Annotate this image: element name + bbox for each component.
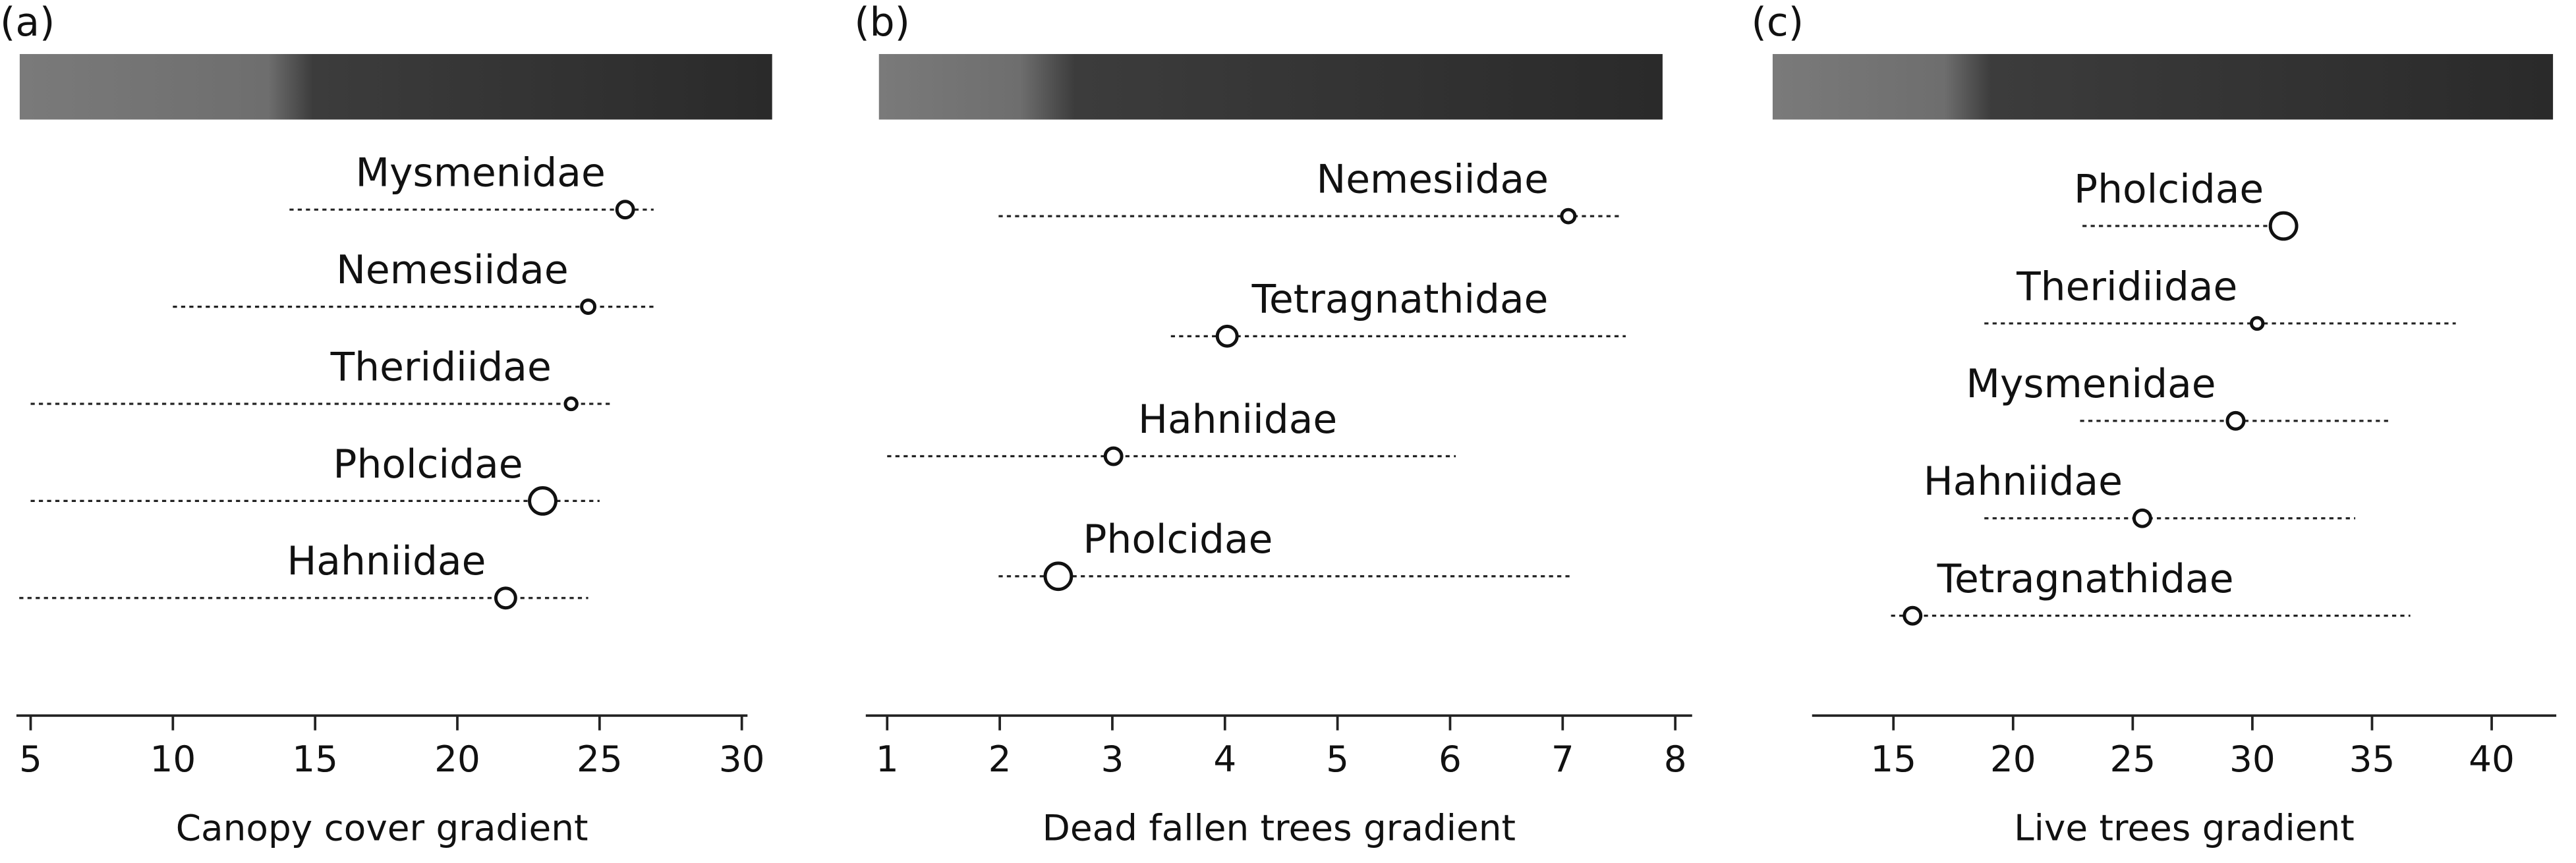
x-tick-label: 20 [1990,738,2036,780]
x-tick-label: 30 [719,738,765,780]
x-tick-label: 10 [150,738,196,780]
indicator-point [615,200,635,220]
indicator-point [1103,446,1124,466]
x-tick-label: 6 [1439,738,1462,780]
x-tick-label: 8 [1664,738,1687,780]
x-axis-label: Dead fallen trees gradient [1043,806,1516,849]
indicator-point [1043,561,1073,592]
x-tick-label: 4 [1213,738,1236,780]
family-label: Hahniidae [1138,397,1337,443]
indicator-point [494,586,517,610]
indicator-point [1903,605,1923,626]
x-tick-label: 20 [434,738,480,780]
gradient-bar [1772,54,2554,120]
indicator-point [563,396,579,412]
family-label: Mysmenidae [356,151,606,196]
x-tick-label: 35 [2349,738,2395,780]
x-tick-label: 15 [1870,738,1916,780]
indicator-point [2249,316,2265,331]
x-tick-label: 7 [1551,738,1574,780]
x-tick-label: 1 [876,738,899,780]
indicator-point [528,486,558,516]
x-tick-label: 25 [577,738,623,780]
family-label: Tetragnathidae [1251,277,1549,323]
gradient-bar [878,54,1663,120]
x-tick-label: 5 [19,738,42,780]
x-tick-label: 2 [988,738,1012,780]
x-tick-label: 40 [2469,738,2515,780]
family-label: Hahniidae [287,539,486,584]
panel-label: (a) [0,0,55,45]
x-tick-label: 25 [2109,738,2156,780]
family-label: Theridiidae [2016,264,2237,310]
family-label: Mysmenidae [1966,362,2216,407]
indicator-point [1215,324,1239,348]
indicator-point [580,298,597,316]
x-axis-label: Live trees gradient [2014,806,2355,849]
family-label: Tetragnathidae [1937,557,2234,602]
x-axis-label: Canopy cover gradient [176,806,588,849]
indicator-point [2132,508,2152,528]
family-label: Pholcidae [333,442,523,487]
x-tick-label: 15 [292,738,338,780]
family-label: Pholcidae [2074,167,2264,212]
panel-label: (b) [854,0,910,45]
panel-label: (c) [1752,0,1804,45]
indicator-point [2268,211,2299,241]
gradient-bar [19,54,772,120]
x-tick-label: 30 [2229,738,2275,780]
family-label: Theridiidae [330,345,552,390]
indicator-point [1560,208,1577,225]
x-tick-label: 5 [1326,738,1349,780]
indicator-point [2225,410,2246,431]
family-label: Nemesiidae [1316,157,1548,203]
family-label: Pholcidae [1083,517,1273,563]
family-label: Hahniidae [1924,459,2123,505]
x-tick-label: 3 [1101,738,1124,780]
family-label: Nemesiidae [336,248,568,293]
